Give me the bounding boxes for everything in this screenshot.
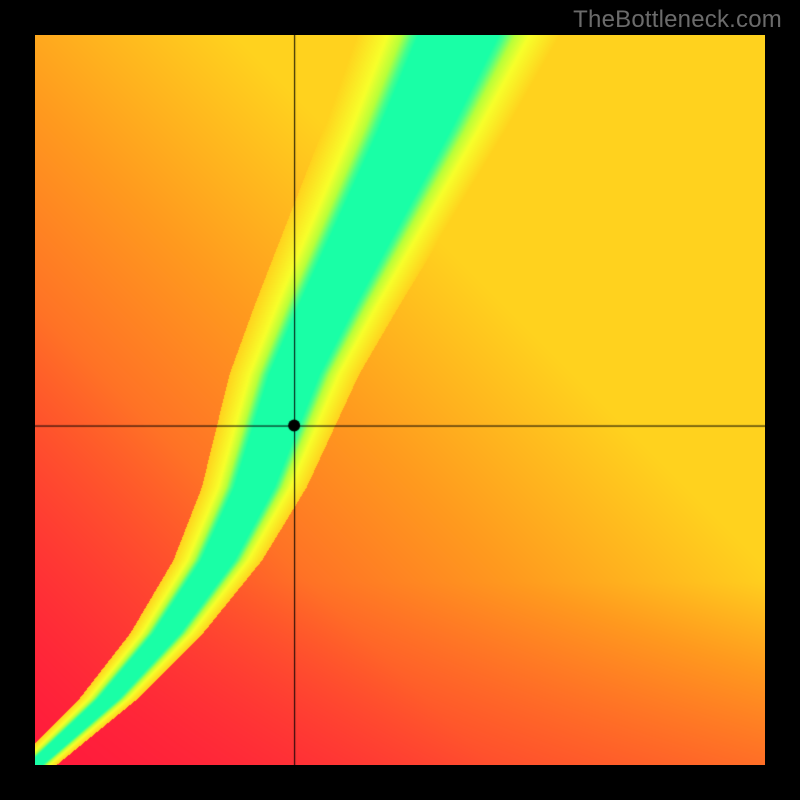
bottleneck-heatmap — [35, 35, 765, 765]
watermark-text: TheBottleneck.com — [573, 6, 782, 34]
stage: TheBottleneck.com — [0, 0, 800, 800]
